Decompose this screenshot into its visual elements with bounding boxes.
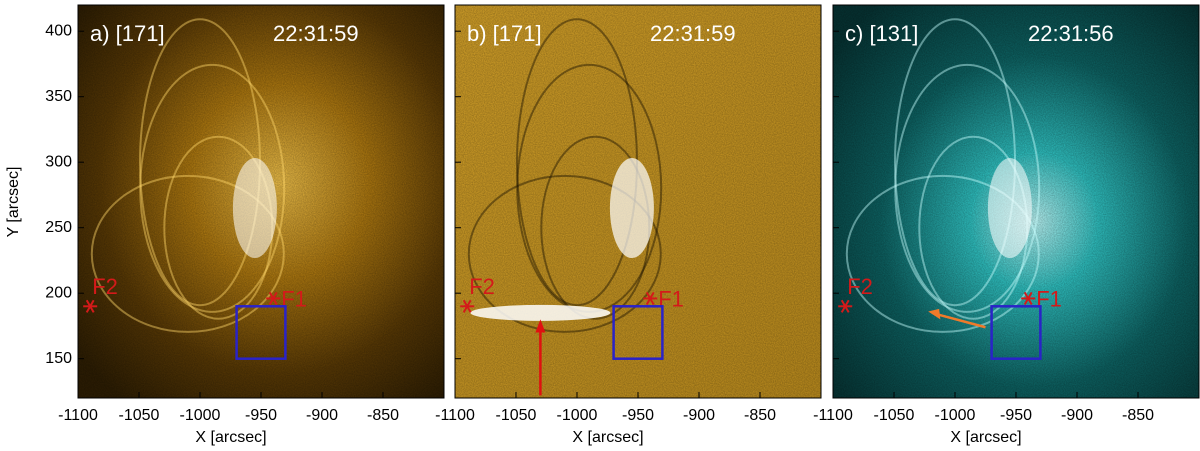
y-tick-label: 300 <box>45 153 72 170</box>
marker-label: F2 <box>847 274 873 299</box>
region-box <box>612 305 664 360</box>
y-tick-label: 200 <box>45 284 72 301</box>
panel: -1100 -1050 -1000 -950 -900 -850 X [arcsec] c) … <box>813 4 1200 446</box>
marker-label: F2 <box>469 274 495 299</box>
x-tick-label: -1100 <box>435 407 475 424</box>
star-marker <box>462 299 472 313</box>
panel-label: b) [171] <box>467 21 542 46</box>
panel-label: c) [131] <box>845 21 918 46</box>
marker-label: F2 <box>92 274 118 299</box>
x-tick-label: -850 <box>1122 407 1154 424</box>
x-tick-label: -1000 <box>180 407 221 424</box>
x-tick-label: -1100 <box>58 407 98 424</box>
y-tick-label: 350 <box>45 88 72 105</box>
region-box <box>990 305 1042 360</box>
x-tick-label: -900 <box>683 407 715 424</box>
x-tick-label: -1000 <box>557 407 598 424</box>
bright-core <box>232 158 277 259</box>
y-tick-label: 400 <box>45 22 72 39</box>
coronal-loop <box>90 174 285 333</box>
bright-core <box>609 158 654 259</box>
panel-time: 22:31:59 <box>650 21 736 46</box>
region-box <box>235 305 287 360</box>
y-tick-label: 150 <box>45 350 72 367</box>
x-axis-label: X [arcsec] <box>572 429 643 446</box>
star-marker <box>85 299 95 313</box>
panel-time: 22:31:59 <box>273 21 359 46</box>
x-tick-label: -950 <box>622 407 654 424</box>
panel: -1100 -1050 -1000 -950 -900 -850 150 200 250 300 3… <box>45 4 445 446</box>
x-tick-label: -1100 <box>813 407 853 424</box>
x-tick-label: -950 <box>245 407 277 424</box>
panel-label: a) [171] <box>90 21 165 46</box>
star-marker <box>268 291 278 306</box>
coronal-loop <box>894 63 1041 313</box>
jet <box>470 304 611 321</box>
arrow-head <box>535 319 546 333</box>
x-tick-label: -900 <box>1061 407 1093 424</box>
star-marker <box>645 291 655 306</box>
coronal-loop <box>139 63 286 313</box>
coronal-loop <box>845 174 1040 333</box>
arrow <box>936 312 986 329</box>
x-tick-label: -900 <box>306 407 338 424</box>
y-axis-label: Y [arcsec] <box>5 167 22 238</box>
x-axis-label: X [arcsec] <box>950 429 1021 446</box>
x-tick-label: -950 <box>1000 407 1032 424</box>
panel: -1100 -1050 -1000 -950 -900 -850 X [arcsec] b) … <box>435 4 822 446</box>
x-axis-label: X [arcsec] <box>195 429 266 446</box>
x-tick-label: -1050 <box>874 407 915 424</box>
y-tick-label: 250 <box>45 219 72 236</box>
x-tick-label: -850 <box>367 407 399 424</box>
x-tick-label: -1000 <box>935 407 976 424</box>
panel-time: 22:31:56 <box>1028 21 1114 46</box>
x-tick-label: -1050 <box>496 407 537 424</box>
coronal-loop <box>467 174 662 333</box>
bright-core <box>987 158 1032 259</box>
star-marker <box>840 299 850 313</box>
x-tick-label: -1050 <box>119 407 160 424</box>
arrow-head <box>928 308 941 320</box>
x-tick-label: -850 <box>744 407 776 424</box>
star-marker <box>1023 291 1033 306</box>
